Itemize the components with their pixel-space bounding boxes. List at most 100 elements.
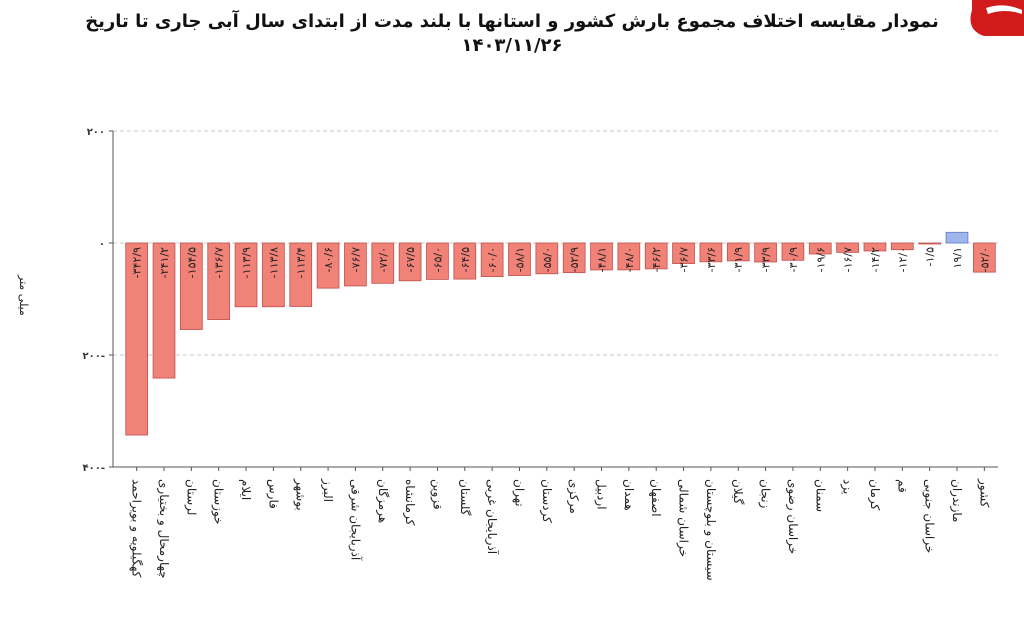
bar — [398, 242, 422, 282]
bar — [590, 242, 613, 271]
bar — [890, 242, 914, 251]
value-label: -۳۳/۹ — [760, 247, 773, 272]
bar — [617, 242, 641, 271]
category-label: قم — [895, 479, 909, 493]
bar — [152, 242, 176, 379]
category-label: هرمزگان — [375, 479, 390, 523]
value-label: -۵۸/۱ — [513, 247, 526, 272]
value-label: -۳۰/۹ — [787, 247, 800, 272]
category-label: زنجان — [758, 479, 773, 509]
value-label: -۸۰/۶ — [322, 247, 335, 272]
category-label: گلستان — [458, 479, 472, 516]
bar — [863, 242, 887, 252]
category-label: چهارمحال و بختیاری — [156, 479, 171, 579]
bar — [453, 242, 477, 280]
bar — [726, 242, 750, 262]
value-label: -۶۷/۵ — [404, 247, 417, 272]
bar — [945, 231, 969, 244]
category-label: سمنان — [813, 479, 827, 512]
value-label: ۱۹/۱ — [951, 247, 964, 268]
category-label: لرستان — [183, 479, 198, 515]
category-label: فارس — [265, 479, 280, 509]
value-label: -۵۲/۰ — [978, 247, 991, 272]
category-label: کرمان — [867, 479, 882, 511]
logo-icon — [970, 0, 1024, 36]
category-label: گیلان — [731, 479, 745, 505]
category-label: آذربایجان شرقی — [347, 479, 363, 561]
value-label: -۵۲/۹ — [568, 247, 581, 272]
bar — [234, 242, 258, 308]
bar — [808, 242, 832, 255]
value-label: -۳۳/۶ — [705, 247, 718, 272]
category-label: اردبیل — [594, 479, 609, 510]
value-label: -۴۸/۰ — [623, 247, 636, 272]
bar — [344, 242, 367, 287]
category-label: بوشهر — [293, 478, 308, 511]
labels: -۳۴۲/۹ کهگیلویه و بویراحمد -۲۴۱/۲ چهارمحال … — [129, 247, 992, 581]
category-label: همدان — [622, 479, 636, 511]
bar — [180, 242, 203, 330]
category-label: کرمانشاه — [402, 479, 417, 526]
value-label: -۷۲/۰ — [377, 247, 390, 272]
value-label: -۳۶/۷ — [678, 247, 691, 272]
category-label: ایلام — [239, 479, 253, 500]
value-label: -۶۵/۰ — [431, 247, 444, 272]
category-label: مرکزی — [566, 479, 581, 514]
category-label: کشور — [976, 478, 991, 508]
bar — [972, 242, 996, 273]
bar — [262, 242, 285, 308]
chart-title: نمودار مقایسه اختلاف مجموع بارش کشور و ا… — [0, 10, 1024, 58]
chart-title-line2: ۱۴۰۳/۱۱/۲۶ — [461, 35, 563, 56]
bar — [371, 242, 395, 284]
chart-title-line1: نمودار مقایسه اختلاف مجموع بارش کشور و ا… — [85, 11, 939, 32]
bar — [508, 242, 531, 276]
value-label: -۱۶/۷ — [842, 247, 855, 272]
category-label: تهران — [511, 479, 526, 507]
bar — [289, 242, 313, 307]
value-label: -۵۵/۰ — [541, 247, 554, 272]
value-label: -۷۶/۷ — [349, 247, 362, 272]
value-label: -۳۱/۹ — [732, 247, 745, 272]
category-label: اصفهان — [649, 479, 663, 517]
bar — [316, 242, 340, 289]
category-label: خراسان شمالی — [676, 479, 691, 557]
bar — [562, 242, 586, 274]
bar — [644, 242, 668, 270]
value-label: -۶۰/۰ — [486, 247, 499, 272]
bar — [836, 242, 859, 253]
y-tick-label: ۲۰۰ — [87, 127, 105, 138]
y-tick-label: ۴۰۰- — [83, 463, 105, 474]
bar — [535, 242, 559, 275]
value-label: -۴۸/۱ — [596, 247, 609, 272]
bar — [125, 242, 149, 436]
category-label: خراسان رضوی — [785, 479, 800, 554]
bars — [125, 231, 996, 436]
bar — [426, 242, 449, 280]
bar — [918, 242, 941, 245]
value-label: -۴۶/۲ — [650, 247, 663, 272]
category-label: کردستان — [539, 479, 554, 523]
category-label: قزوین — [429, 479, 444, 510]
category-label: مازندران — [949, 479, 964, 522]
category-label: البرز — [320, 478, 335, 502]
bar — [207, 242, 231, 320]
bar — [480, 242, 504, 277]
value-label: -۱۳۶/۷ — [213, 247, 226, 278]
value-label: -۱۱۳/۴ — [295, 247, 308, 278]
bar — [699, 242, 723, 263]
value-label: -۱۹/۶ — [814, 247, 827, 272]
y-axis-label: میلی متر — [17, 274, 30, 316]
category-label: کهگیلویه و بویراحمد — [129, 479, 144, 578]
value-label: -۶۴/۵ — [459, 247, 472, 272]
category-label: خراسان جنوبی — [922, 479, 937, 553]
category-label: سیستان و بلوچستان — [703, 479, 718, 581]
value-label: -۲۴۱/۲ — [158, 247, 171, 278]
value-label: -۱۵۴/۵ — [185, 247, 198, 278]
category-label: خوزستان — [211, 479, 226, 525]
value-label: -۱۲/۰ — [896, 247, 909, 272]
y-tick-label: ۲۰۰- — [83, 351, 105, 362]
category-label: آذربایجان غربی — [484, 479, 500, 555]
value-label: -۱۱۳/۸ — [267, 247, 280, 278]
value-label: -۱۱۳/۹ — [240, 247, 253, 278]
